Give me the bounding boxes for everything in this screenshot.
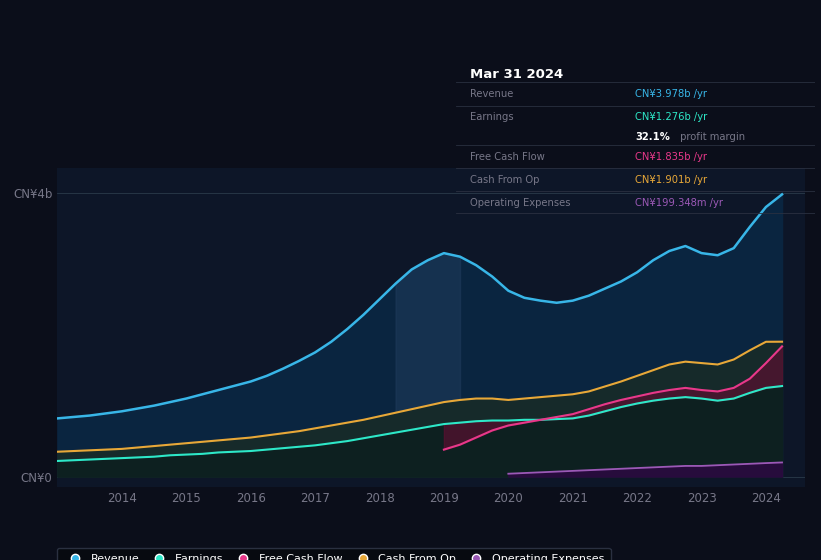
- Text: CN¥3.978b /yr: CN¥3.978b /yr: [635, 89, 708, 99]
- Text: Mar 31 2024: Mar 31 2024: [470, 68, 563, 81]
- Text: CN¥1.901b /yr: CN¥1.901b /yr: [635, 175, 708, 185]
- Text: Earnings: Earnings: [470, 112, 514, 122]
- Legend: Revenue, Earnings, Free Cash Flow, Cash From Op, Operating Expenses: Revenue, Earnings, Free Cash Flow, Cash …: [57, 548, 611, 560]
- Text: Revenue: Revenue: [470, 89, 513, 99]
- Text: CN¥1.276b /yr: CN¥1.276b /yr: [635, 112, 708, 122]
- Text: Operating Expenses: Operating Expenses: [470, 198, 571, 208]
- Text: CN¥1.835b /yr: CN¥1.835b /yr: [635, 152, 708, 162]
- Text: Free Cash Flow: Free Cash Flow: [470, 152, 545, 162]
- Text: Cash From Op: Cash From Op: [470, 175, 539, 185]
- Text: 32.1%: 32.1%: [635, 132, 670, 142]
- Text: profit margin: profit margin: [677, 132, 745, 142]
- Text: CN¥199.348m /yr: CN¥199.348m /yr: [635, 198, 723, 208]
